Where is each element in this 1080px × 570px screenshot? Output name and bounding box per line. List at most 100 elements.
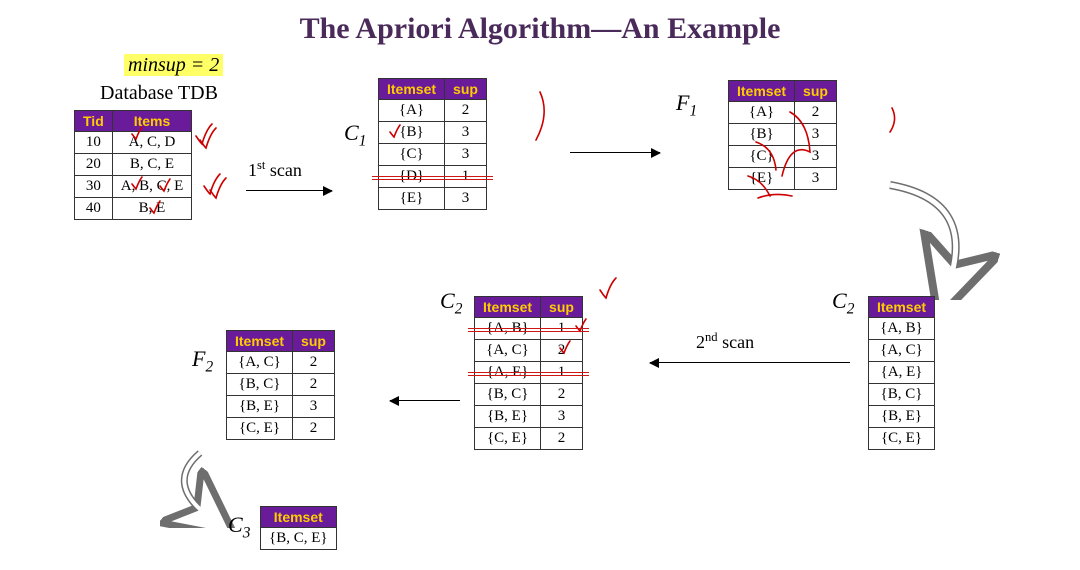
table-row: {B}3 (379, 122, 487, 144)
page-title: The Apriori Algorithm—An Example (0, 12, 1080, 46)
table-header: sup (795, 81, 837, 102)
strike-line (468, 375, 589, 376)
arrow-scan2 (650, 362, 850, 363)
table-cell: 2 (293, 418, 335, 440)
table-row: {A, C} (869, 340, 935, 362)
table-cell: A, B, C, E (112, 176, 192, 198)
table-row: {A}2 (379, 100, 487, 122)
table-f2: Itemsetsup{A, C}2{B, C}2{B, E}3{C, E}2 (226, 330, 335, 440)
table-cell: {B, C} (475, 384, 541, 406)
table-cell: {C} (379, 144, 445, 166)
table-cell: 3 (445, 122, 487, 144)
table-cell: {A} (729, 102, 795, 124)
table-c2a: Itemsetsup{A, B}1{A, C}2{A, E}1{B, C}2{B… (474, 296, 583, 450)
database-label: Database TDB (100, 82, 218, 105)
table-row: {E}3 (729, 168, 837, 190)
table-header: Items (112, 111, 192, 132)
table-header: Itemset (379, 79, 445, 100)
table-row: {B}3 (729, 124, 837, 146)
table-row: 40B, E (75, 198, 192, 220)
strike-line (468, 328, 589, 329)
table-cell: 10 (75, 132, 113, 154)
table-cell: {B, C, E} (261, 528, 337, 550)
table-cell: {B, E} (475, 406, 541, 428)
table-row: {E}3 (379, 188, 487, 210)
c2b-text: C (832, 288, 847, 313)
table-row: {B, E} (869, 406, 935, 428)
f2-sub: 2 (205, 358, 213, 375)
table-cell: 2 (541, 428, 583, 450)
scan2-suffix: nd (705, 330, 718, 344)
table-row: 10A, C, D (75, 132, 192, 154)
table-cell: 2 (795, 102, 837, 124)
table-c3: Itemset{B, C, E} (260, 506, 337, 550)
table-cell: 2 (445, 100, 487, 122)
c1-label: C1 (344, 120, 366, 150)
table-cell: {A, C} (869, 340, 935, 362)
f2-label: F2 (192, 346, 213, 376)
scan1-word: scan (265, 160, 301, 180)
f1-text: F (676, 90, 689, 115)
table-row: {A, B} (869, 318, 935, 340)
table-cell: 2 (293, 374, 335, 396)
table-cell: {A, B} (869, 318, 935, 340)
strike-line (468, 372, 589, 373)
table-cell: {B} (379, 122, 445, 144)
table-cell: 3 (445, 188, 487, 210)
c1-text: C (344, 120, 359, 145)
table-tdb: TidItems10A, C, D20B, C, E30A, B, C, E40… (74, 110, 192, 220)
table-cell: {A} (379, 100, 445, 122)
c2b-sub: 2 (847, 300, 855, 317)
c3-label: C3 (228, 512, 250, 542)
c2a-sub: 2 (455, 300, 463, 317)
table-row: {C, E}2 (227, 418, 335, 440)
scan1-num: 1 (248, 160, 257, 180)
scan2-word: scan (718, 332, 754, 352)
table-header: Itemset (261, 507, 337, 528)
table-row: {B, E}3 (475, 406, 583, 428)
table-c1: Itemsetsup{A}2{B}3{C}3{D}1{E}3 (378, 78, 487, 210)
scan2-label: 2nd scan (696, 330, 754, 353)
table-cell: {B, E} (869, 406, 935, 428)
table-header: Itemset (475, 297, 541, 318)
table-row: {B, C, E} (261, 528, 337, 550)
c2b-label: C2 (832, 288, 854, 318)
minsup-label: minsup = 2 (124, 54, 223, 77)
f1-sub: 1 (689, 102, 697, 119)
f2-text: F (192, 346, 205, 371)
table-cell: {C, E} (869, 428, 935, 450)
table-cell: 20 (75, 154, 113, 176)
table-header: sup (541, 297, 583, 318)
table-cell: A, C, D (112, 132, 192, 154)
table-cell: {C, E} (475, 428, 541, 450)
table-cell: {A, C} (475, 340, 541, 362)
c2a-text: C (440, 288, 455, 313)
table-row: 30A, B, C, E (75, 176, 192, 198)
strike-line (468, 331, 589, 332)
table-header: Itemset (729, 81, 795, 102)
table-header: Tid (75, 111, 113, 132)
table-header: Itemset (227, 331, 293, 352)
table-cell: {A, E} (869, 362, 935, 384)
table-header: sup (445, 79, 487, 100)
arrow-c1-f1 (570, 152, 660, 153)
table-row: {B, E}3 (227, 396, 335, 418)
table-cell: B, E (112, 198, 192, 220)
table-header: Itemset (869, 297, 935, 318)
table-header: sup (293, 331, 335, 352)
table-row: {B, C}2 (227, 374, 335, 396)
table-cell: {C} (729, 146, 795, 168)
table-cell: {E} (379, 188, 445, 210)
table-cell: {B, E} (227, 396, 293, 418)
scan1-label: 1st scan (248, 158, 302, 181)
table-cell: 2 (541, 340, 583, 362)
table-cell: 2 (541, 384, 583, 406)
strike-line (372, 176, 493, 177)
table-row: {C, E} (869, 428, 935, 450)
c3-sub: 3 (243, 524, 251, 541)
table-cell: 3 (795, 146, 837, 168)
table-cell: {B, C} (227, 374, 293, 396)
table-cell: 3 (293, 396, 335, 418)
c3-text: C (228, 512, 243, 537)
table-row: {A, C}2 (227, 352, 335, 374)
